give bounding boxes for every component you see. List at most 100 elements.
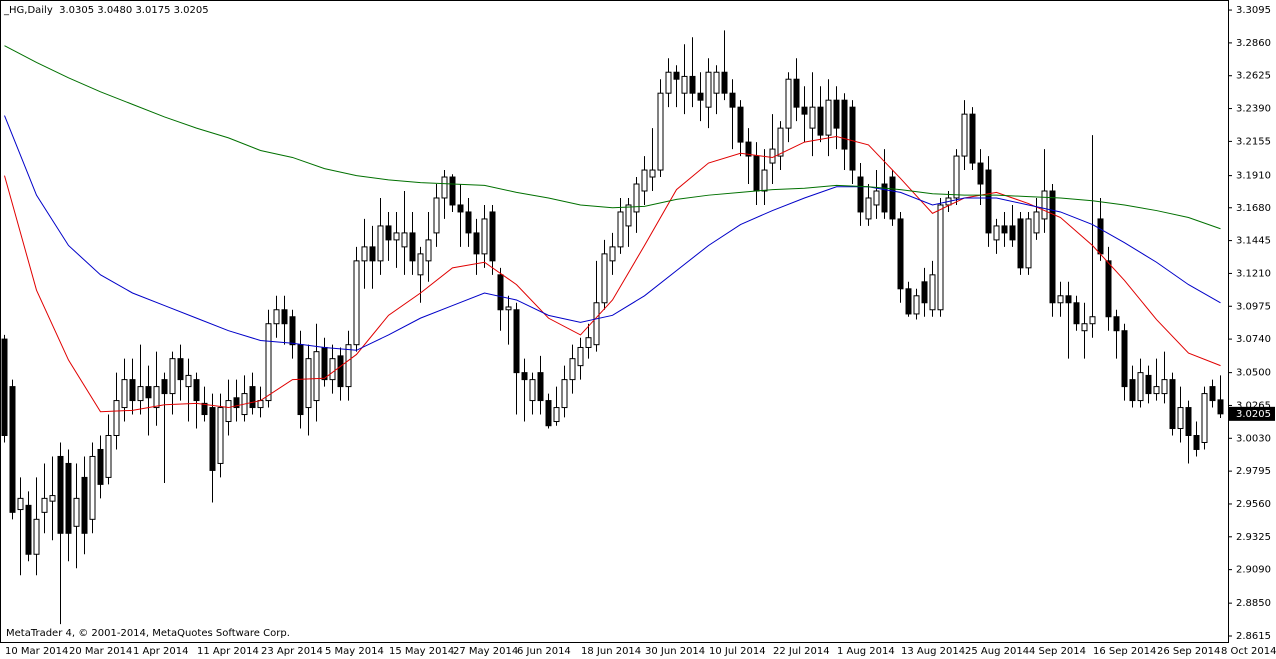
candle-body: [97, 448, 104, 485]
candle-body: [305, 358, 312, 409]
candle-body: [49, 495, 56, 502]
candle-body: [1073, 302, 1080, 325]
x-tick-label: 6 Jun 2014: [517, 646, 571, 657]
candle-body: [33, 518, 40, 555]
candle-body: [1041, 190, 1048, 220]
candle-body: [497, 274, 504, 311]
candle-body: [1129, 379, 1136, 402]
candle-body: [1121, 330, 1128, 388]
candle-body: [81, 476, 88, 534]
candle-body: [417, 253, 424, 276]
candle-body: [849, 106, 856, 171]
candle-body: [1081, 323, 1088, 332]
moving-average: [4, 45, 1221, 230]
candle-body: [1057, 295, 1064, 304]
candle-body: [585, 337, 592, 348]
candle-body: [905, 288, 912, 315]
candle-body: [545, 400, 552, 427]
candle-body: [1089, 316, 1096, 325]
candle-body: [625, 204, 632, 227]
candle-body: [393, 232, 400, 241]
x-tick-label: 27 May 2014: [453, 646, 518, 657]
candle-body: [1033, 211, 1040, 234]
candle-body: [697, 92, 704, 101]
candle-body: [433, 197, 440, 234]
candle-body: [1209, 386, 1216, 402]
y-tick-label: 3.2390: [1236, 104, 1271, 115]
candle-body: [881, 183, 888, 213]
candle-body: [1017, 218, 1024, 269]
candle-body: [257, 400, 264, 409]
candle-body: [273, 309, 280, 325]
candle-body: [793, 78, 800, 108]
y-tick-label: 2.9090: [1236, 565, 1271, 576]
candle-body: [1185, 407, 1192, 436]
candle-body: [281, 309, 288, 325]
candle-body: [1153, 386, 1160, 395]
candle-body: [953, 155, 960, 199]
candle-body: [681, 75, 688, 94]
candle-body: [1113, 316, 1120, 332]
candle-body: [1049, 190, 1056, 304]
y-tick-label: 3.3095: [1236, 5, 1271, 16]
candle-body: [25, 504, 32, 555]
candle-body: [649, 169, 656, 178]
y-tick-label: 3.0265: [1236, 400, 1271, 411]
candle-body: [217, 407, 224, 464]
candle-body: [1065, 295, 1072, 304]
candle-body: [313, 351, 320, 402]
x-tick-label: 15 May 2014: [389, 646, 454, 657]
candle-body: [337, 355, 344, 388]
candle-body: [721, 71, 728, 94]
candle-body: [745, 141, 752, 157]
x-tick-label: 20 Mar 2014: [69, 646, 132, 657]
candle-body: [17, 497, 24, 511]
y-tick-label: 2.9560: [1236, 499, 1271, 510]
candle-body: [873, 190, 880, 206]
candle-body: [761, 169, 768, 192]
candle-body: [137, 386, 144, 402]
candle-body: [561, 379, 568, 409]
candle-body: [465, 211, 472, 234]
candle-body: [673, 71, 680, 80]
candle-body: [641, 169, 648, 192]
candle-body: [929, 274, 936, 311]
candle-body: [937, 204, 944, 311]
y-tick-label: 3.0975: [1236, 301, 1271, 312]
candle-body: [1161, 379, 1168, 395]
candle-body: [601, 253, 608, 304]
candle-body: [449, 176, 456, 206]
candle-body: [1001, 225, 1008, 234]
candle-body: [377, 225, 384, 262]
candle-body: [633, 183, 640, 213]
candle-body: [481, 218, 488, 255]
candle-body: [321, 346, 328, 381]
candle-body: [553, 407, 560, 423]
candle-body: [153, 386, 160, 409]
candle-body: [41, 497, 48, 513]
y-tick-label: 3.1680: [1236, 203, 1271, 214]
y-tick-label: 3.1445: [1236, 236, 1271, 247]
x-tick-label: 13 Aug 2014: [901, 646, 965, 657]
candle-body: [105, 434, 112, 478]
candle-body: [529, 379, 536, 402]
candle-body: [513, 309, 520, 374]
candle-body: [985, 169, 992, 234]
candle-body: [1009, 225, 1016, 241]
candle-body: [329, 358, 336, 381]
candle-body: [833, 99, 840, 129]
candle-body: [361, 246, 368, 262]
candle-body: [169, 358, 176, 395]
candle-body: [145, 386, 152, 399]
candle-body: [537, 372, 544, 402]
moving-average: [4, 115, 1221, 351]
candle-body: [817, 106, 824, 136]
candle-body: [185, 374, 192, 388]
candle-body: [73, 497, 80, 527]
x-tick-label: 16 Sep 2014: [1093, 646, 1156, 657]
candle-body: [577, 346, 584, 367]
y-tick-label: 2.8850: [1236, 598, 1271, 609]
candle-body: [1169, 379, 1176, 430]
x-tick-label: 22 Jul 2014: [773, 646, 830, 657]
